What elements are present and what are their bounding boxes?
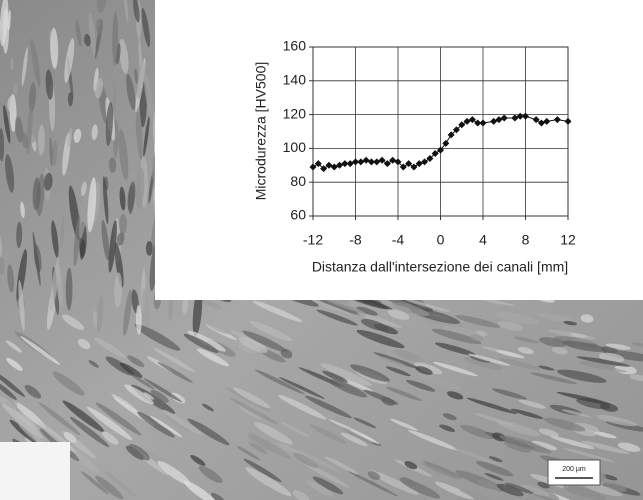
x-tick-label: 0 — [437, 232, 445, 248]
x-tick-label: 8 — [522, 232, 530, 248]
x-tick-label: -8 — [349, 232, 362, 248]
y-tick-label: 100 — [283, 139, 307, 155]
grain — [146, 241, 153, 256]
y-axis-label: Microdurezza [HV500] — [253, 62, 269, 201]
x-tick-label: 12 — [560, 232, 576, 248]
x-tick-label: -12 — [303, 232, 323, 248]
page: {"chart_data": {"type": "line", "xlabel"… — [0, 0, 643, 500]
figure: 200 µm Distanza dall'intersezione dei ca… — [0, 0, 643, 500]
y-tick-label: 80 — [290, 173, 306, 189]
x-tick-label: 4 — [479, 232, 487, 248]
x-axis-label: Distanza dall'intersezione dei canali [m… — [312, 259, 568, 275]
y-tick-label: 120 — [283, 105, 307, 121]
y-tick-label: 60 — [290, 207, 306, 223]
chart-panel — [155, 0, 643, 300]
label-box — [0, 442, 70, 500]
y-tick-label: 160 — [283, 38, 307, 54]
y-tick-label: 140 — [283, 72, 307, 88]
x-tick-label: -4 — [392, 232, 405, 248]
scale-bar-label: 200 µm — [562, 466, 586, 473]
